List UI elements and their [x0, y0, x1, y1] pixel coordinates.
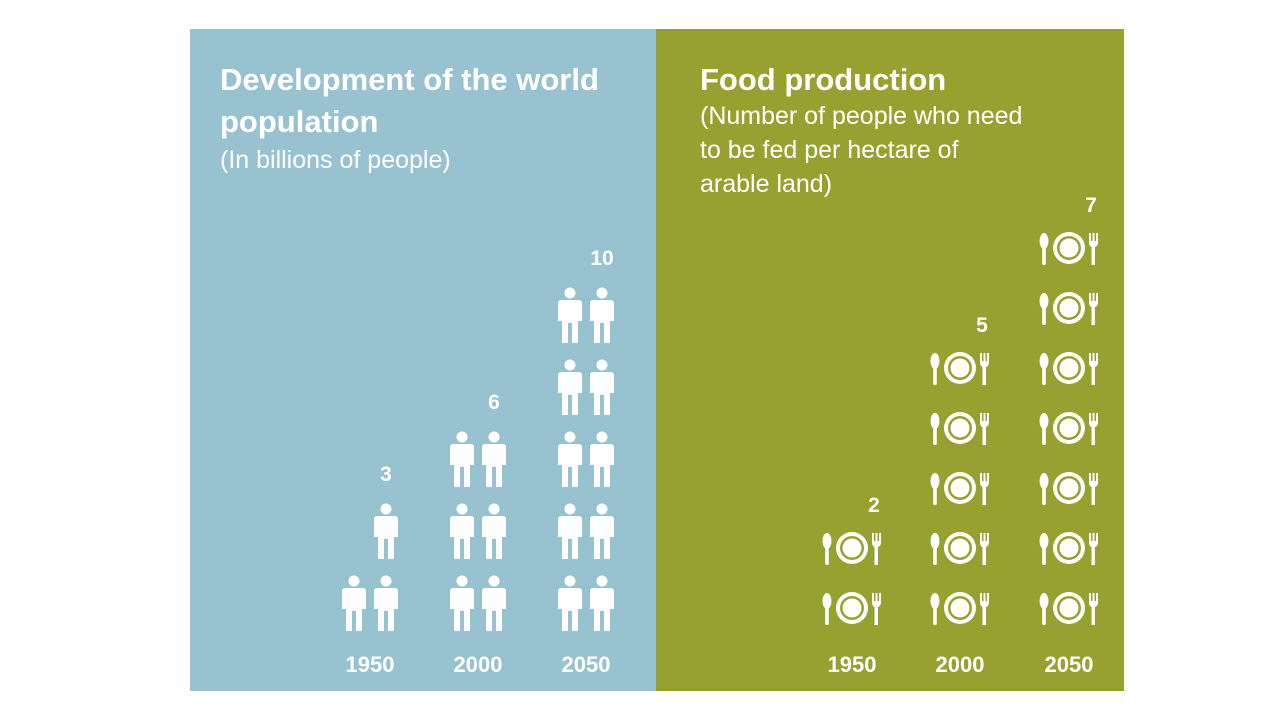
year-label-2050: 2050 — [1045, 652, 1094, 677]
year-label-1950: 1950 — [346, 652, 395, 677]
value-label-1950: 3 — [380, 463, 392, 486]
person-icon-2050-5 — [558, 431, 582, 487]
plate-cutlery-icon-2050-2 — [1039, 532, 1098, 565]
plate-cutlery-icon-2050-3 — [1039, 472, 1098, 505]
person-icon-1950-1 — [342, 575, 366, 631]
person-icon-2050-4 — [590, 503, 614, 559]
value-label-2050: 10 — [590, 247, 613, 270]
plate-cutlery-icon-2000-4 — [930, 412, 989, 445]
food-pictogram-chart: 2 1950 5 2000 7 2050 — [822, 194, 1098, 677]
plate-cutlery-icon-2000-2 — [930, 532, 989, 565]
population-subtitle: (In billions of people) — [220, 146, 451, 174]
plate-cutlery-icon-2050-4 — [1039, 412, 1098, 445]
population-panel: Development of the world population (In … — [190, 29, 656, 691]
food-panel: Food production (Number of people who ne… — [656, 29, 1124, 691]
value-label-2000: 6 — [488, 391, 500, 414]
person-icon-2000-6 — [482, 431, 506, 487]
person-icon-2050-6 — [590, 431, 614, 487]
food-subtitle: (Number of people who need to be fed per… — [700, 102, 1023, 198]
person-icon-2000-1 — [450, 575, 474, 631]
person-icon-1950-3 — [374, 503, 398, 559]
plate-cutlery-icon-2050-1 — [1039, 592, 1098, 625]
person-icon-1950-2 — [374, 575, 398, 631]
person-icon-2000-5 — [450, 431, 474, 487]
person-icon-2050-9 — [558, 287, 582, 343]
year-label-1950: 1950 — [828, 652, 877, 677]
plate-cutlery-icon-2050-6 — [1039, 292, 1098, 325]
person-icon-2050-7 — [558, 359, 582, 415]
value-label-2050: 7 — [1085, 194, 1097, 217]
population-pictogram-chart: 3 1950 6 2000 10 2050 — [342, 247, 614, 677]
year-label-2000: 2000 — [936, 652, 985, 677]
plate-cutlery-icon-2000-1 — [930, 592, 989, 625]
plate-cutlery-icon-1950-2 — [822, 532, 881, 565]
plate-cutlery-icon-2000-5 — [930, 352, 989, 385]
person-icon-2000-3 — [450, 503, 474, 559]
person-icon-2000-4 — [482, 503, 506, 559]
plate-cutlery-icon-2000-3 — [930, 472, 989, 505]
population-title: Development of the world population — [220, 62, 599, 139]
year-label-2050: 2050 — [562, 652, 611, 677]
person-icon-2050-10 — [590, 287, 614, 343]
plate-cutlery-icon-2050-7 — [1039, 232, 1098, 265]
plate-cutlery-icon-2050-5 — [1039, 352, 1098, 385]
person-icon-2000-2 — [482, 575, 506, 631]
person-icon-2050-2 — [590, 575, 614, 631]
plate-cutlery-icon-1950-1 — [822, 592, 881, 625]
person-icon-2050-8 — [590, 359, 614, 415]
value-label-1950: 2 — [868, 494, 880, 517]
person-icon-2050-1 — [558, 575, 582, 631]
person-icon-2050-3 — [558, 503, 582, 559]
year-label-2000: 2000 — [454, 652, 503, 677]
value-label-2000: 5 — [976, 314, 988, 337]
food-title: Food production — [700, 62, 947, 97]
